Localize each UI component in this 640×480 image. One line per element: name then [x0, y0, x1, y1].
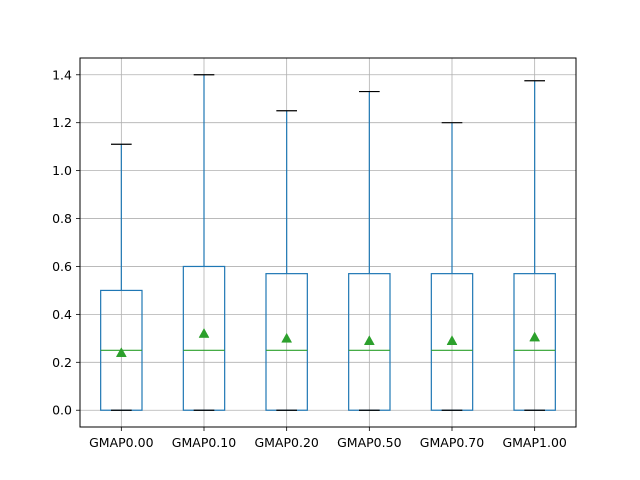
box-group-1 — [182, 74, 226, 411]
x-tick-label-2: GMAP0.20 — [254, 435, 318, 450]
box-group-4 — [430, 122, 474, 411]
y-tick-label-6: 1.2 — [52, 115, 72, 130]
y-tick-label-5: 1.0 — [52, 163, 72, 178]
box-group-5 — [513, 80, 556, 411]
mean-marker-3 — [363, 335, 375, 345]
axes-frame — [79, 57, 577, 428]
y-tick-label-0: 0.0 — [52, 403, 72, 418]
axis-ticks: 0.0 0.2 0.4 0.6 0.8 1.0 1.2 1.4 GMAP0.00 GMAP0.10… — [52, 67, 567, 450]
box-group-2 — [265, 110, 308, 411]
mean-marker-2 — [281, 332, 293, 343]
y-tick-label-3: 0.6 — [52, 259, 72, 274]
box-group-0 — [100, 143, 143, 411]
boxes — [100, 74, 556, 411]
box-group-3 — [348, 90, 391, 411]
y-tick-label-4: 0.8 — [52, 211, 72, 226]
mean-marker-1 — [198, 328, 210, 338]
y-tick-label-1: 0.2 — [52, 355, 72, 370]
mean-marker-5 — [529, 331, 541, 342]
x-tick-label-5: GMAP1.00 — [502, 435, 566, 450]
x-tick-label-0: GMAP0.00 — [89, 435, 153, 450]
x-tick-label-3: GMAP0.50 — [337, 435, 401, 450]
mean-marker-0 — [115, 347, 127, 357]
x-tick-label-1: GMAP0.10 — [172, 435, 236, 450]
y-tick-label-7: 1.4 — [52, 67, 72, 82]
x-tick-label-4: GMAP0.70 — [420, 435, 484, 450]
y-tick-label-2: 0.4 — [52, 307, 72, 322]
mean-marker-4 — [446, 335, 458, 345]
